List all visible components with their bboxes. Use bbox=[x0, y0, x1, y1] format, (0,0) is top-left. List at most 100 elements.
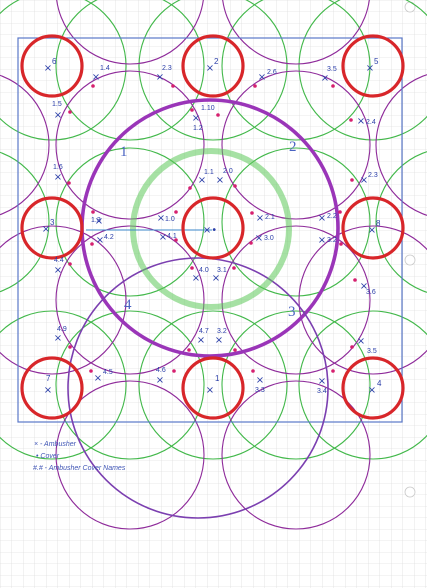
cover-dot bbox=[349, 118, 353, 122]
cover-label: 2.1 bbox=[265, 214, 275, 221]
cover-label: 2.3 bbox=[162, 65, 172, 72]
ambusher-ring bbox=[20, 356, 84, 420]
fuzzy-green-circle bbox=[130, 148, 292, 310]
cover-dot bbox=[174, 238, 178, 242]
cover-marker: × bbox=[216, 175, 224, 186]
ambusher-ring bbox=[181, 356, 245, 420]
purple-range-circle bbox=[222, 0, 370, 65]
ambusher-label: 4 bbox=[377, 379, 382, 388]
ambusher-marker: × bbox=[366, 63, 374, 74]
center-marker: ×• bbox=[203, 225, 217, 236]
cover-marker: × bbox=[258, 72, 266, 83]
cover-marker: × bbox=[159, 232, 167, 243]
ambusher-label: 5 bbox=[374, 57, 379, 66]
cover-label: 2.3 bbox=[368, 172, 378, 179]
green-range-circle bbox=[138, 0, 288, 141]
punch-holes bbox=[404, 1, 416, 498]
legend-ambusher: × - Ambusher bbox=[34, 441, 77, 448]
cover-label: 4.9 bbox=[57, 326, 67, 333]
cover-dot bbox=[68, 262, 72, 266]
purple-range-circle bbox=[0, 225, 127, 375]
green-range-circle bbox=[0, 0, 127, 141]
cover-label: 1.2 bbox=[193, 125, 203, 132]
cover-marker: × bbox=[54, 172, 62, 183]
cover-label: 1.0 bbox=[165, 216, 175, 223]
ambusher-ring bbox=[20, 34, 84, 98]
cover-marker: × bbox=[357, 336, 365, 347]
cover-dot bbox=[91, 210, 95, 214]
legend-cover: • Cover bbox=[36, 453, 60, 460]
green-range-circle bbox=[221, 0, 371, 141]
green-range-circle bbox=[298, 310, 427, 460]
cover-dot bbox=[233, 184, 237, 188]
cover-label: 3.4 bbox=[317, 388, 327, 395]
cover-label: 4.2 bbox=[104, 234, 114, 241]
cover-marker: × bbox=[156, 375, 164, 386]
cover-marker: × bbox=[318, 235, 326, 246]
cover-dot bbox=[216, 113, 220, 117]
cover-dot bbox=[187, 348, 191, 352]
purple-range-circle bbox=[221, 380, 371, 530]
cover-marker: × bbox=[96, 235, 104, 246]
cover-marker: × bbox=[318, 213, 326, 224]
cover-label: 4.0 bbox=[199, 267, 209, 274]
cover-dot bbox=[90, 242, 94, 246]
purple-range-circle bbox=[221, 70, 371, 220]
cover-marker: × bbox=[197, 335, 205, 346]
cover-label: 4.5 bbox=[103, 369, 113, 376]
cover-dot bbox=[68, 110, 72, 114]
cover-label: 1.3 bbox=[91, 217, 101, 224]
cover-label: 1.10 bbox=[201, 105, 215, 112]
cover-marker: × bbox=[192, 113, 200, 124]
cover-dot bbox=[250, 211, 254, 215]
cover-marker: × bbox=[92, 72, 100, 83]
cover-label: 1.1 bbox=[204, 169, 214, 176]
ambusher-label: 6 bbox=[52, 57, 57, 66]
purple-range-circle bbox=[55, 225, 205, 375]
ambusher-label: 7 bbox=[46, 374, 51, 383]
cover-marker: × bbox=[360, 281, 368, 292]
green-range-circle bbox=[55, 310, 205, 460]
ambusher-rings bbox=[20, 34, 405, 420]
ambusher-marker: × bbox=[368, 225, 376, 236]
cover-dot bbox=[339, 242, 343, 246]
cover-dot bbox=[233, 348, 237, 352]
cover-label: 2.0 bbox=[223, 168, 233, 175]
cover-marker: × bbox=[95, 216, 103, 227]
cover-dot bbox=[174, 210, 178, 214]
ambusher-ring bbox=[181, 196, 245, 260]
cover-dot bbox=[172, 369, 176, 373]
purple-range-circle bbox=[375, 74, 427, 216]
ambusher-label: 3 bbox=[50, 218, 55, 227]
ambusher-marker: × bbox=[368, 385, 376, 396]
green-range-circle bbox=[55, 0, 205, 141]
cover-marker: × bbox=[157, 213, 165, 224]
purple-range-circle bbox=[221, 225, 371, 375]
ambusher-marker: × bbox=[206, 385, 214, 396]
green-range-circle bbox=[375, 151, 427, 293]
punch-hole bbox=[404, 254, 416, 266]
purple-range-circle bbox=[55, 70, 205, 220]
cover-dot bbox=[249, 241, 253, 245]
green-range-circles bbox=[0, 0, 427, 460]
cover-marker: × bbox=[357, 116, 365, 127]
cover-dot bbox=[353, 278, 357, 282]
legend: × - Ambusher • Cover #.# - Ambusher Cove… bbox=[33, 441, 126, 472]
green-range-circle bbox=[0, 151, 50, 293]
cover-label: 3.5 bbox=[367, 348, 377, 355]
ambusher-markers: × 6 × 2 × 5 × 3 × 8 × 7 × 1 × 4 ×• bbox=[42, 57, 382, 396]
cover-label: 2.4 bbox=[366, 119, 376, 126]
cover-label: 3.2 bbox=[217, 328, 227, 335]
cover-label: 3.6 bbox=[366, 289, 376, 296]
green-range-circle bbox=[55, 147, 205, 297]
purple-range-circle bbox=[298, 225, 427, 375]
cover-dot bbox=[232, 266, 236, 270]
ambusher-ring bbox=[341, 356, 405, 420]
ambusher-ring bbox=[341, 34, 405, 98]
cover-marker: × bbox=[321, 73, 329, 84]
cover-dot bbox=[190, 266, 194, 270]
ambusher-marker: × bbox=[44, 63, 52, 74]
